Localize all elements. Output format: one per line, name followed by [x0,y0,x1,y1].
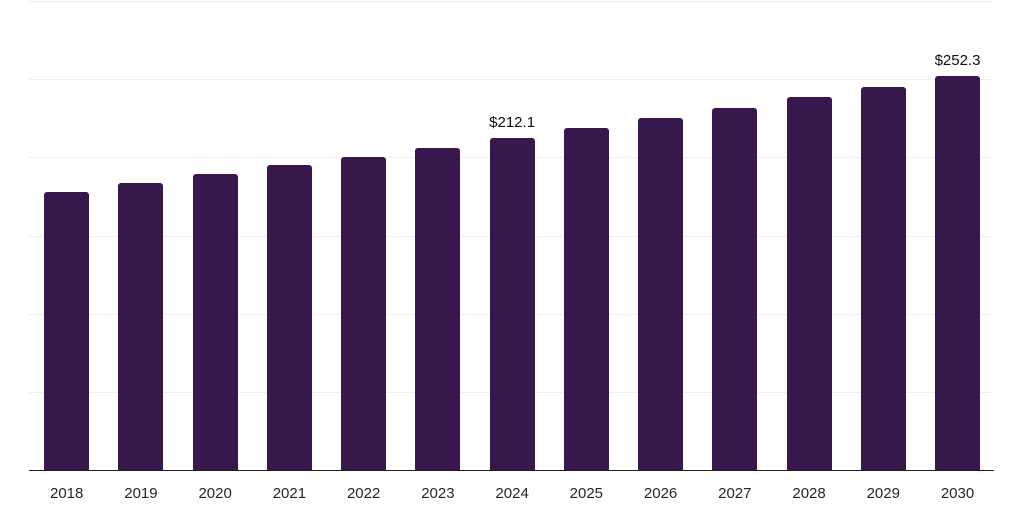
x-tick-label-2021: 2021 [272,485,307,502]
x-tick-label-2029: 2029 [866,485,900,502]
x-tick-label-2027: 2027 [718,485,752,502]
bar-2018 [44,191,90,470]
bar-2027 [712,108,758,470]
bar-2023 [415,147,461,470]
x-tick-label-2026: 2026 [643,485,678,502]
bar-2020 [192,174,238,470]
bar-2028 [786,97,832,470]
x-tick-label-2030: 2030 [940,485,975,502]
bar-2019 [118,182,164,470]
bar-2026 [638,117,684,470]
x-tick-label-2022: 2022 [346,485,381,502]
x-tick-label-2018: 2018 [50,485,84,502]
x-tick-label-2020: 2020 [198,485,232,502]
x-tick-label-2028: 2028 [792,485,826,502]
bar-value-label-2030: $252.3 [934,51,981,69]
x-tick-label-2024: 2024 [495,485,529,502]
x-tick-label-2025: 2025 [569,485,604,502]
bar-2030 [935,75,981,470]
x-tick-label-2019: 2019 [124,485,158,502]
bar-2025 [563,128,609,470]
bar-2024 [489,138,535,470]
bar-value-label-2024: $212.1 [489,114,536,132]
x-tick-label-2023: 2023 [421,485,455,502]
gridline [29,79,994,81]
bar-2022 [341,156,387,470]
bar-2029 [860,86,906,470]
x-axis-line [29,469,994,471]
bar-2021 [266,165,312,470]
gridline [29,1,994,2]
